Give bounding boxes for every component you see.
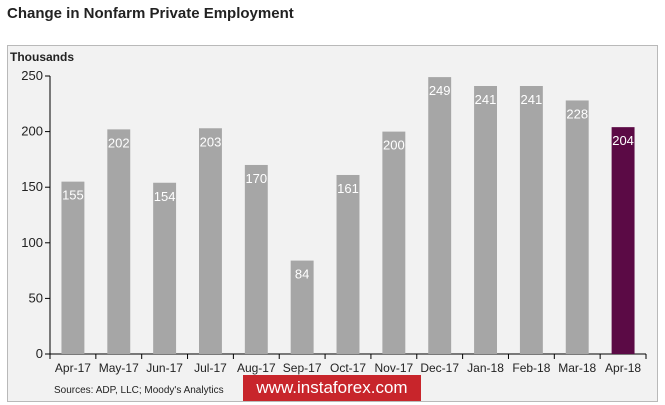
data-label: 155 <box>62 188 84 203</box>
x-tick-label: Apr-17 <box>55 361 91 375</box>
y-tick-label: 200 <box>21 124 43 139</box>
x-tick-label: Jun-17 <box>146 361 183 375</box>
bar <box>474 86 497 355</box>
x-tick-label: Oct-17 <box>330 361 366 375</box>
x-tick-label: Mar-18 <box>558 361 596 375</box>
data-label: 203 <box>200 134 222 149</box>
chart-title: Change in Nonfarm Private Employment <box>7 5 294 22</box>
bar <box>611 127 635 354</box>
data-label: 241 <box>521 92 543 107</box>
x-tick-label: Aug-17 <box>237 361 276 375</box>
y-tick-label: 50 <box>29 290 43 305</box>
y-tick-label: 150 <box>21 179 43 194</box>
data-label: 200 <box>383 138 405 153</box>
x-tick-label: May-17 <box>99 361 139 375</box>
bar <box>336 174 360 354</box>
y-tick-label: 0 <box>36 346 43 361</box>
x-tick-label: Sep-17 <box>283 361 322 375</box>
x-tick-label: Nov-17 <box>375 361 414 375</box>
x-tick-label: Jan-18 <box>467 361 504 375</box>
bar <box>519 86 543 355</box>
data-label: 249 <box>429 83 451 98</box>
x-tick-label: Feb-18 <box>512 361 550 375</box>
data-label: 204 <box>612 133 634 148</box>
y-tick-label: 250 <box>21 68 43 83</box>
y-tick-label: 100 <box>21 235 43 250</box>
bar <box>244 164 268 354</box>
bar <box>565 100 589 355</box>
bar <box>428 77 452 354</box>
data-label: 154 <box>154 189 176 204</box>
watermark-banner: www.instaforex.com <box>243 375 421 401</box>
data-label: 241 <box>475 92 497 107</box>
data-label: 170 <box>245 171 267 186</box>
x-tick-label: Apr-18 <box>605 361 641 375</box>
y-axis-label: Thousands <box>10 50 75 64</box>
x-tick-label: Dec-17 <box>420 361 459 375</box>
bar <box>153 182 177 354</box>
bar <box>107 129 131 354</box>
bar <box>382 131 406 354</box>
data-label: 161 <box>337 181 359 196</box>
data-label: 84 <box>295 267 309 282</box>
data-label: 202 <box>108 135 130 150</box>
source-note: Sources: ADP, LLC; Moody's Analytics <box>54 385 224 396</box>
bar <box>61 181 85 354</box>
data-label: 228 <box>566 106 588 121</box>
x-tick-label: Jul-17 <box>194 361 227 375</box>
bar <box>199 128 222 354</box>
bar <box>290 260 314 354</box>
